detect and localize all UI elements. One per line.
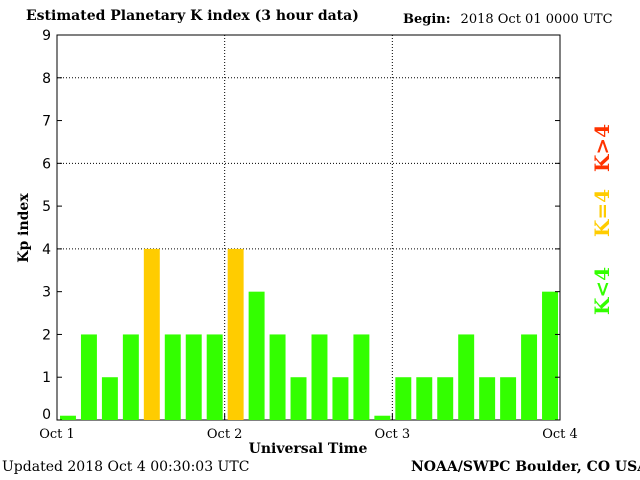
kp-bar: [80, 334, 97, 420]
y-tick-label: 2: [42, 327, 51, 343]
kp-bar: [101, 377, 118, 420]
bars: [60, 248, 558, 420]
kp-bar: [185, 334, 202, 420]
y-ticks: 0 1 2 3 4 5 6 7 8 9: [42, 28, 560, 423]
kp-bar: [395, 377, 412, 420]
kp-bar: [164, 334, 181, 420]
legend-high-label: K>4: [590, 123, 614, 173]
kp-bar: [353, 334, 370, 420]
kp-bar: [374, 415, 391, 420]
kp-bar: [143, 248, 160, 420]
x-axis-label: Universal Time: [249, 441, 368, 457]
kp-bar: [206, 334, 223, 420]
legend-low: K<4: [582, 267, 622, 315]
y-tick-label: 9: [42, 28, 51, 44]
legend-mid-label: K=4: [590, 188, 614, 238]
kp-bar: [479, 377, 496, 420]
kp-bar: [500, 377, 517, 420]
begin-value: 2018 Oct 01 0000 UTC: [460, 12, 613, 27]
legend-low-label: K<4: [590, 266, 614, 316]
kp-bar: [290, 377, 307, 420]
y-tick-label: 7: [42, 114, 51, 130]
kp-bar: [542, 291, 558, 420]
kp-bar: [458, 334, 475, 420]
x-tick-label: Oct 2: [207, 427, 243, 442]
kp-bar: [437, 377, 454, 420]
kp-bar: [269, 334, 286, 420]
chart-title: Estimated Planetary K index (3 hour data…: [26, 8, 359, 24]
y-tick-label: 6: [42, 156, 51, 172]
kp-bar: [332, 377, 349, 420]
kp-bar: [227, 248, 244, 420]
kp-bar: [521, 334, 538, 420]
begin-label: Begin:: [403, 12, 451, 27]
y-tick-label: 0: [42, 407, 51, 423]
x-tick-label: Oct 3: [375, 427, 411, 442]
kp-bar: [311, 334, 328, 420]
y-axis-label: Kp index: [16, 193, 32, 263]
begin-info: Begin: 2018 Oct 01 0000 UTC: [403, 12, 613, 27]
legend-high: K>4: [582, 124, 622, 172]
grid-lines: [57, 35, 560, 420]
y-tick-label: 4: [42, 242, 51, 258]
y-tick-label: 8: [42, 71, 51, 87]
kp-bar: [416, 377, 433, 420]
credit-text: NOAA/SWPC Boulder, CO USA: [411, 459, 640, 475]
kp-bar: [122, 334, 139, 420]
updated-timestamp: Updated 2018 Oct 4 00:30:03 UTC: [2, 459, 250, 475]
y-tick-label: 3: [42, 285, 51, 301]
legend-mid: K=4: [582, 189, 622, 237]
y-tick-label: 1: [42, 370, 51, 386]
x-tick-label: Oct 4: [542, 427, 578, 442]
kp-bar: [60, 415, 76, 420]
x-ticks: Oct 1 Oct 2 Oct 3 Oct 4: [39, 414, 578, 442]
kp-bar: [248, 291, 265, 420]
plot-frame: [56, 34, 561, 421]
x-tick-label: Oct 1: [39, 427, 75, 442]
y-tick-label: 5: [42, 199, 51, 215]
